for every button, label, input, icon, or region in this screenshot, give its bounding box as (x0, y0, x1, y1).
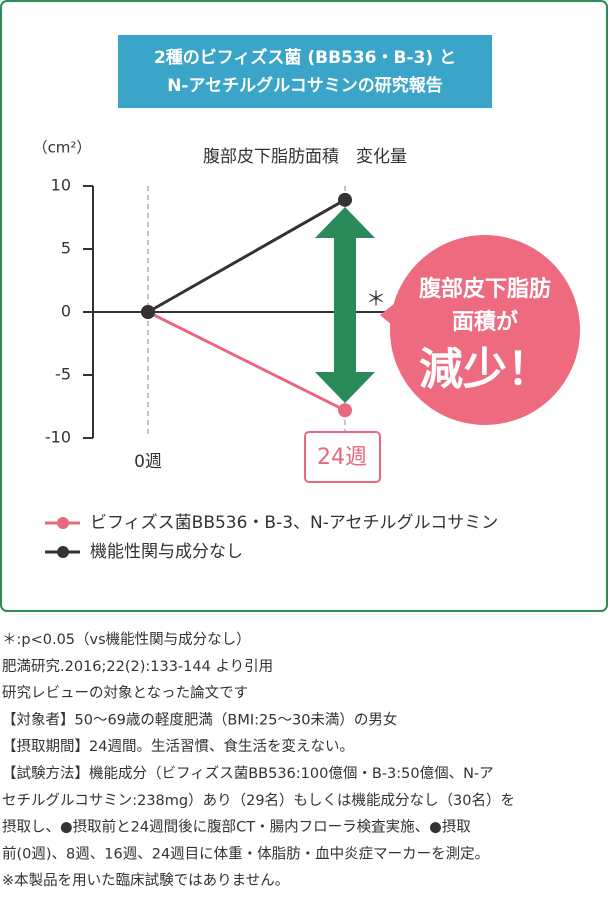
note-line: 研究レビューの対象となった論文です (2, 685, 248, 702)
point (141, 305, 155, 319)
change-arrow (315, 207, 375, 403)
y-tick-label: 5 (61, 239, 71, 258)
x-tick-label: 0週 (134, 452, 162, 472)
panel-title: N-アセチルグルコサミンの研究報告 (167, 75, 443, 96)
callout-text: 腹部皮下脂肪 (419, 276, 551, 302)
callout (390, 235, 580, 425)
x-label-box (304, 431, 381, 483)
chart-title: 腹部皮下脂肪面積 変化量 (203, 147, 407, 167)
y-label: （cm²） (33, 139, 92, 157)
note-line: ※本製品を用いた臨床試験ではありません。 (2, 872, 289, 889)
y-tick-label: -10 (45, 428, 71, 447)
panel-title: 2種のビフィズス菌 (BB536・B-3) と (154, 47, 456, 68)
y-tick-label: 0 (61, 302, 71, 321)
x-tick-label: 24週 (317, 445, 367, 470)
legend-label: ビフィズス菌BB536・B-3、N-アセチルグルコサミン (90, 513, 498, 533)
series-line (147, 198, 346, 314)
note-line: 摂取し、●摂取前と24週間後に腹部CT・腸内フローラ検査実施、●摂取 (2, 819, 471, 836)
notes: ＊:p<0.05（vs機能性関与成分なし） 肥満研究.2016;22(2):133… (2, 631, 515, 889)
panel (0, 0, 608, 612)
callout-text: 減少！ (419, 344, 551, 395)
legend-label: 機能性関与成分なし (90, 542, 243, 562)
note-line: 前(0週)、8週、16週、24週目に体重・体脂肪・血中炎症マーカーを測定。 (2, 845, 489, 862)
legend-dot (57, 517, 69, 529)
series-line (147, 310, 346, 412)
note-line: セチルグルコサミン:238mg）あり（29名）もしくは機能成分なし（30名）を (2, 792, 515, 809)
legend-dot (57, 546, 69, 558)
annotation: ＊ (366, 287, 386, 311)
callout-text: 面積が (452, 309, 518, 335)
title-box (118, 35, 492, 108)
y-tick-label: 10 (51, 176, 71, 195)
note-line: ＊:p<0.05（vs機能性関与成分なし） (2, 631, 251, 648)
note-line: 【摂取期間】24週間。生活習慣、食生活を変えない。 (2, 737, 354, 755)
note-line: 肥満研究.2016;22(2):133-144 より引用 (2, 658, 273, 675)
note-line: 【試験方法】機能成分（ビフィズス菌BB536:100億個・B-3:50億個、N-… (2, 765, 494, 782)
y-tick-label: -5 (55, 365, 71, 384)
point (338, 192, 352, 207)
note-line: 【対象者】50～69歳の軽度肥満（BMI:25～30未満）の男女 (2, 710, 397, 728)
point (338, 403, 352, 418)
